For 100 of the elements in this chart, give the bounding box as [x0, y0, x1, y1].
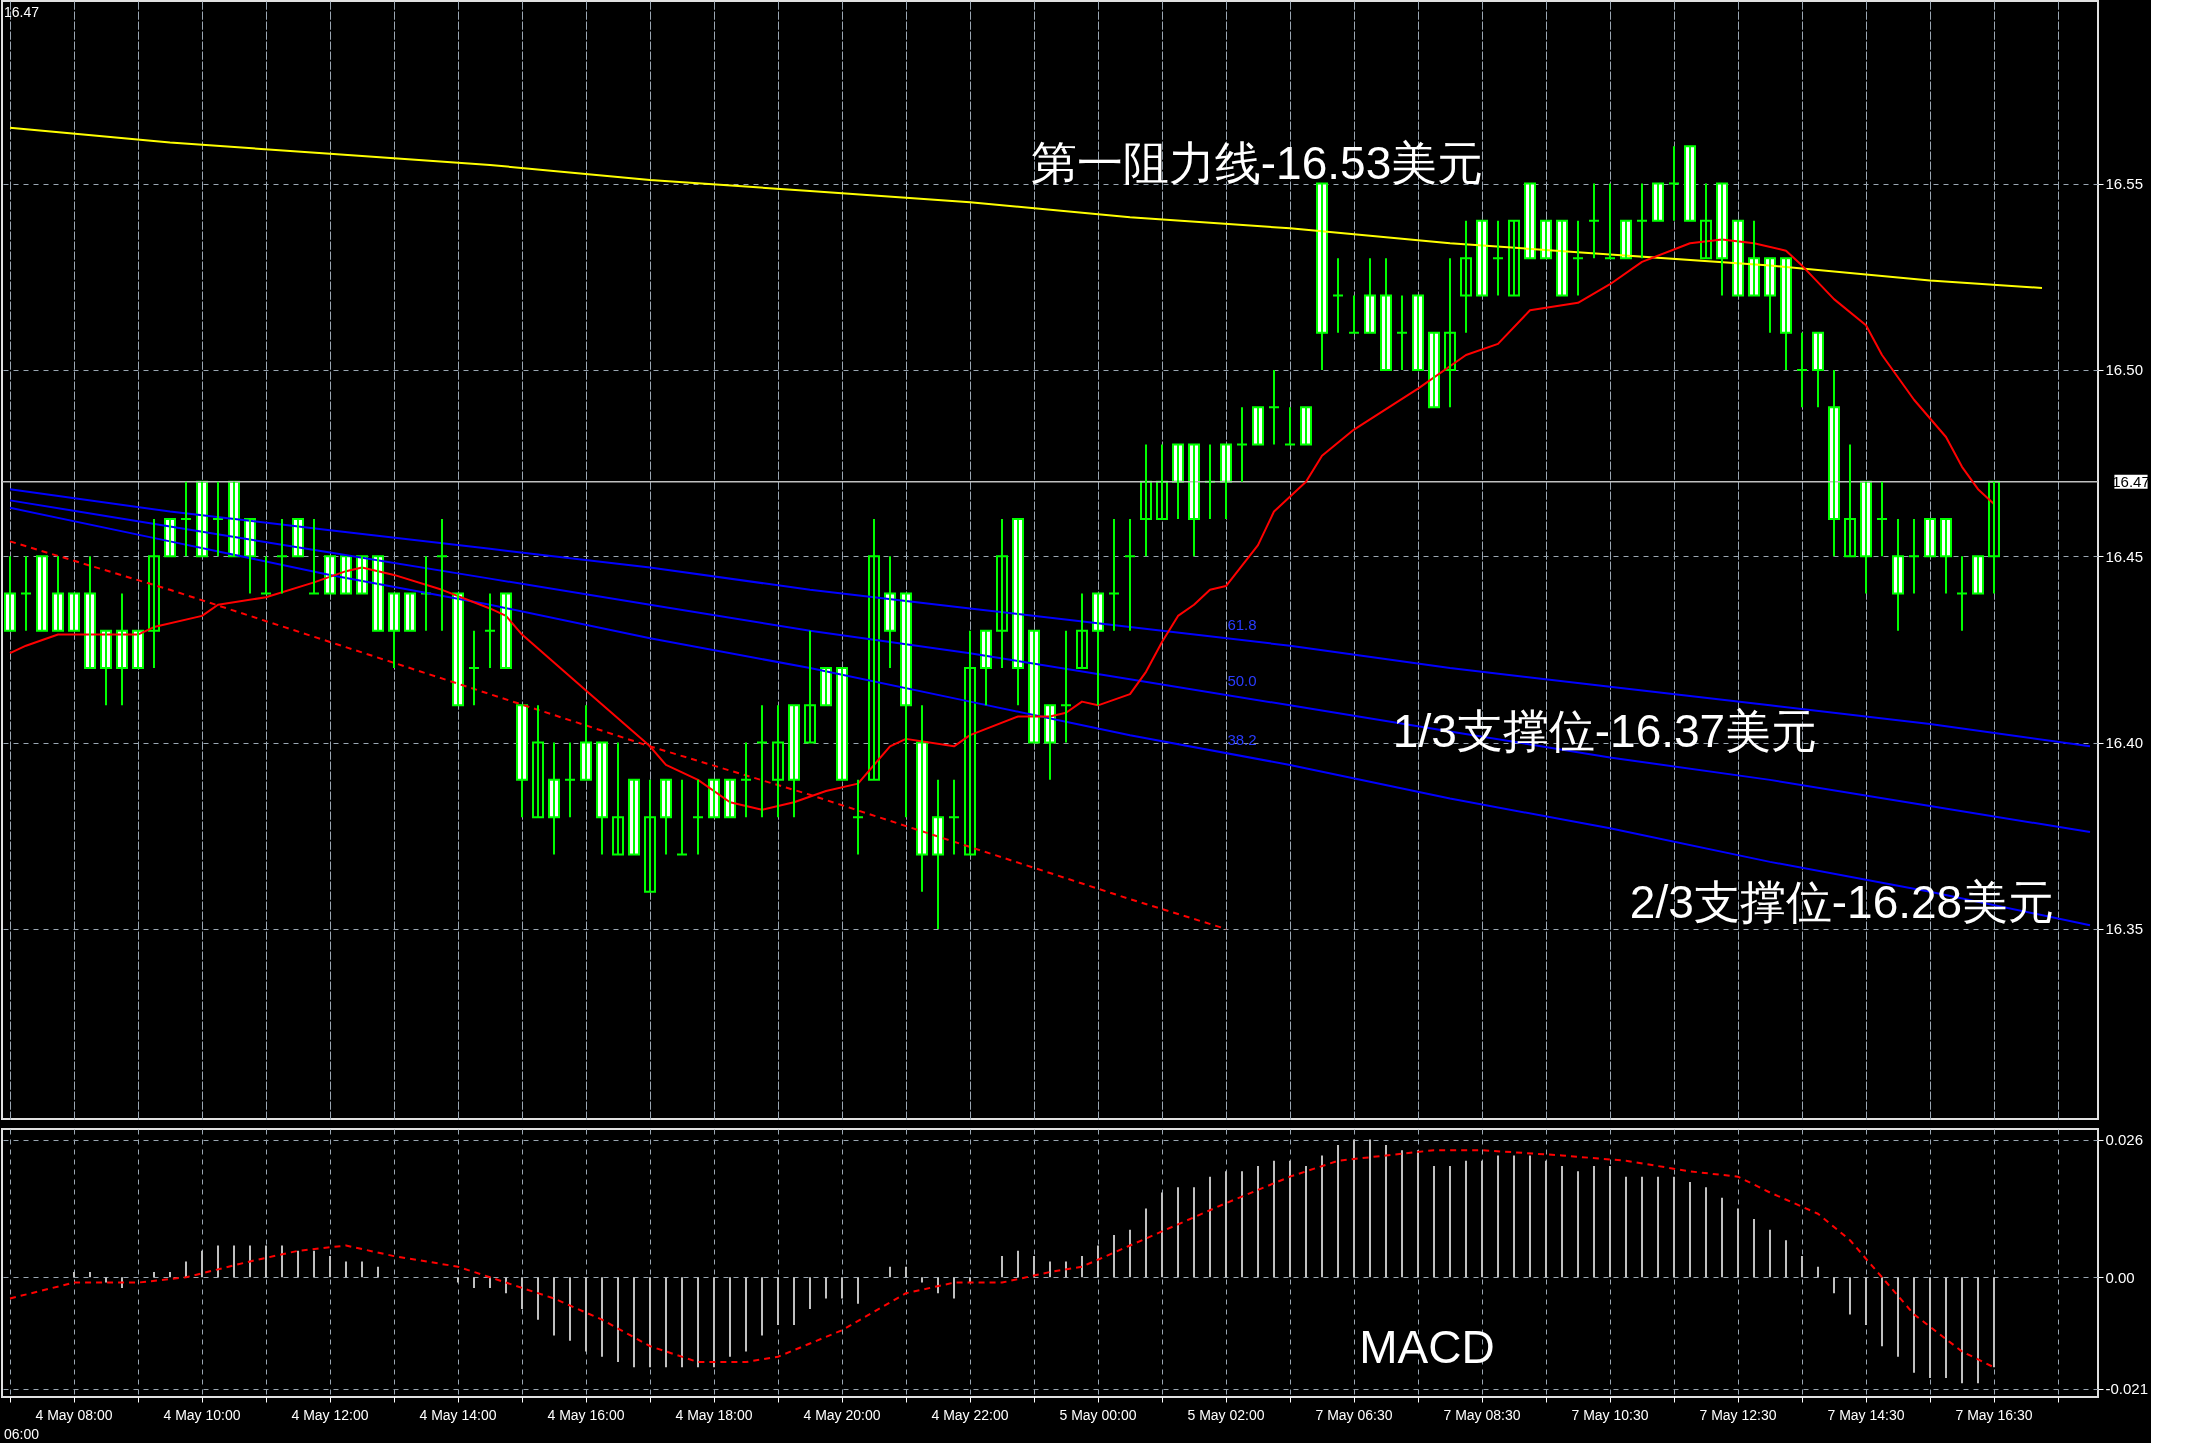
line-series [9, 506, 2091, 927]
bar [505, 1277, 507, 1294]
bar [889, 1266, 891, 1278]
bar [1289, 1160, 1291, 1278]
bar [1417, 1150, 1419, 1278]
bar [553, 1277, 555, 1336]
x-tick-label: 7 May 16:30 [1955, 1406, 2033, 1423]
bar [1897, 1277, 1899, 1357]
x-tick-label: 4 May 16:00 [547, 1406, 625, 1423]
bar [1465, 1160, 1467, 1278]
x-tick-label: 4 May 10:00 [163, 1406, 241, 1423]
candlestick [1908, 518, 1920, 595]
bar [761, 1277, 763, 1336]
candlestick [1556, 219, 1568, 297]
candlestick [1668, 145, 1680, 222]
candlestick [1268, 368, 1280, 446]
x-tick-label: 4 May 08:00 [35, 1406, 113, 1423]
bar [1145, 1208, 1147, 1278]
annotation: 16.47 [4, 4, 40, 20]
text: 06:00 [4, 1426, 40, 1442]
candlestick [1956, 555, 1968, 632]
y-tick-label: -0.021 [2105, 1380, 2149, 1398]
bar [1673, 1176, 1675, 1278]
bar [537, 1277, 539, 1320]
candlestick [852, 778, 864, 856]
bar [1033, 1256, 1035, 1278]
bar [1209, 1176, 1211, 1278]
bar [729, 1277, 731, 1357]
bar [1513, 1155, 1515, 1278]
x-tick-label: 5 May 02:00 [1187, 1406, 1265, 1423]
candlestick [628, 778, 640, 856]
candlestick [468, 629, 480, 707]
candlestick [420, 555, 432, 632]
x-tick-label: 7 May 12:30 [1699, 1406, 1777, 1423]
x-tick-label: 7 May 06:30 [1315, 1406, 1393, 1423]
bar [1017, 1250, 1019, 1278]
bar [809, 1277, 811, 1310]
line-series [9, 126, 2043, 289]
bar [201, 1250, 203, 1278]
bar [1993, 1277, 1995, 1368]
candlestick [1300, 406, 1312, 446]
candlestick [1508, 219, 1520, 297]
y-tick-label: 16.50 [2105, 361, 2144, 379]
bar [665, 1277, 667, 1368]
bar [1401, 1150, 1403, 1278]
bar [1001, 1256, 1003, 1278]
bar [1817, 1266, 1819, 1278]
x-tick-label: 5 May 00:00 [1059, 1406, 1137, 1423]
x-tick-label: 4 May 12:00 [291, 1406, 369, 1423]
annotation: 38.2 [1227, 731, 1257, 748]
bar [1337, 1144, 1339, 1278]
candlestick [1284, 406, 1296, 446]
candlestick [132, 629, 144, 670]
candlestick [500, 592, 512, 670]
candlestick [836, 667, 848, 781]
bar [281, 1245, 283, 1278]
candlestick [692, 778, 704, 856]
candlestick [1588, 182, 1600, 260]
candlestick [340, 555, 352, 595]
y-tick-label: 0.00 [2105, 1268, 2135, 1286]
bar [521, 1277, 523, 1310]
bar [1753, 1219, 1755, 1278]
bar [1641, 1176, 1643, 1278]
candlestick [212, 480, 224, 558]
candlestick [1348, 294, 1360, 334]
bar [105, 1277, 107, 1283]
candlestick [404, 592, 416, 632]
bar [377, 1266, 379, 1278]
bar [793, 1277, 795, 1325]
bar [1305, 1166, 1307, 1278]
candlestick [1732, 219, 1744, 297]
candlestick [676, 778, 688, 856]
bar [681, 1277, 683, 1368]
candlestick [228, 480, 240, 558]
bar [153, 1272, 155, 1278]
bar [1785, 1240, 1787, 1278]
bar [745, 1277, 747, 1352]
bar [841, 1277, 843, 1299]
bar [345, 1261, 347, 1278]
bar [1129, 1229, 1131, 1278]
candlestick [1428, 331, 1440, 409]
candlestick [20, 555, 32, 632]
bar [1801, 1256, 1803, 1278]
candlestick [1492, 219, 1504, 297]
bar [1625, 1176, 1627, 1278]
ref-line-label: 16.47 [2112, 472, 2150, 490]
bar [89, 1272, 91, 1278]
bar [1113, 1234, 1115, 1278]
candlestick [1604, 182, 1616, 260]
bar [1593, 1166, 1595, 1278]
candlestick [1204, 443, 1216, 521]
candlestick [1684, 145, 1696, 222]
bar [489, 1277, 491, 1288]
x-tick-label: 7 May 08:30 [1443, 1406, 1521, 1423]
annotation: 第一阻力线-16.53美元 [1030, 137, 1484, 189]
x-tick-label: 7 May 10:30 [1571, 1406, 1649, 1423]
bar [313, 1250, 315, 1278]
bar [697, 1277, 699, 1368]
x-tick-label: 4 May 20:00 [803, 1406, 881, 1423]
candlestick [1572, 219, 1584, 297]
